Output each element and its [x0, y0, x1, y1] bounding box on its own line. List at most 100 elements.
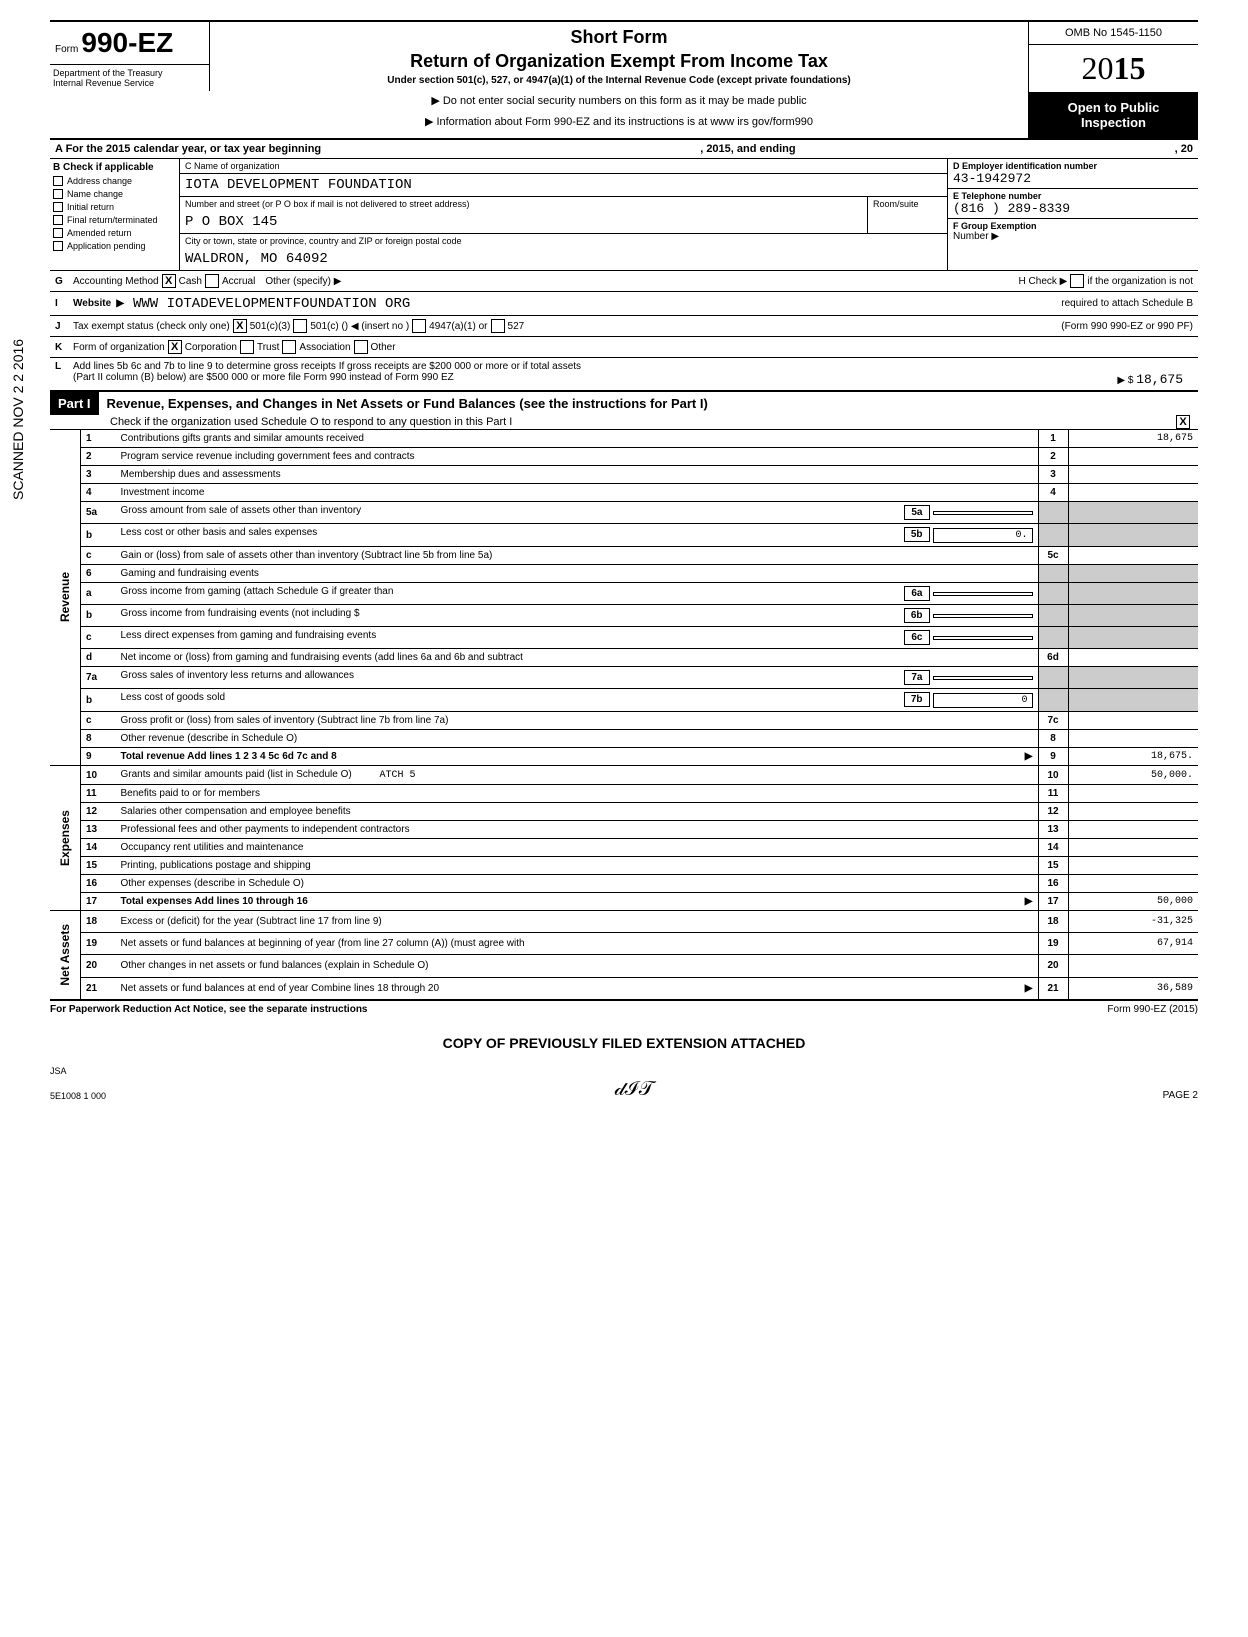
checkbox-initial[interactable]	[53, 202, 63, 212]
line-description: Printing, publications postage and shipp…	[116, 857, 1039, 875]
501c3-checkbox[interactable]: X	[233, 319, 247, 333]
line-description: Gross sales of inventory less returns an…	[116, 667, 1039, 689]
table-row: Net Assets18Excess or (deficit) for the …	[50, 911, 1198, 933]
part1-header-row: Part I Revenue, Expenses, and Changes in…	[50, 390, 1198, 415]
h-text2: required to attach Schedule B	[1061, 298, 1193, 309]
line-description: Occupancy rent utilities and maintenance	[116, 839, 1039, 857]
part1-subtitle: Check if the organization used Schedule …	[110, 416, 512, 428]
line-description: Investment income	[116, 484, 1039, 502]
line-amount	[1068, 689, 1198, 712]
line-amount	[1068, 605, 1198, 627]
line-number: 4	[81, 484, 116, 502]
h-checkbox[interactable]	[1070, 274, 1084, 288]
table-row: cLess direct expenses from gaming and fu…	[50, 627, 1198, 649]
line-number: 8	[81, 730, 116, 748]
line-col-number: 11	[1038, 785, 1068, 803]
row-l-amount: 18,675	[1136, 372, 1193, 387]
checkbox-amended[interactable]	[53, 228, 63, 238]
line-description: Other revenue (describe in Schedule O)	[116, 730, 1039, 748]
line-col-number	[1038, 565, 1068, 583]
section-e-label: E Telephone number	[953, 191, 1193, 201]
row-l-arrow: ▶ $	[1117, 375, 1133, 386]
main-title: Return of Organization Exempt From Incom…	[220, 51, 1018, 72]
line-col-number	[1038, 689, 1068, 712]
short-form-label: Short Form	[220, 27, 1018, 48]
assoc-checkbox[interactable]	[282, 340, 296, 354]
line-col-number	[1038, 627, 1068, 649]
line-col-number: 14	[1038, 839, 1068, 857]
checkbox-pending[interactable]	[53, 241, 63, 251]
table-row: 9Total revenue Add lines 1 2 3 4 5c 6d 7…	[50, 748, 1198, 766]
table-row: Revenue1Contributions gifts grants and s…	[50, 430, 1198, 448]
527-checkbox[interactable]	[491, 319, 505, 333]
line-amount: 18,675	[1068, 430, 1198, 448]
page-number: PAGE 2	[1163, 1090, 1198, 1101]
line-col-number: 6d	[1038, 649, 1068, 667]
cb-amended-label: Amended return	[67, 228, 132, 238]
part1-label: Part I	[50, 392, 99, 415]
open-public-1: Open to Public	[1033, 100, 1194, 115]
assoc-label: Association	[299, 342, 350, 353]
other-checkbox[interactable]	[354, 340, 368, 354]
line-amount	[1068, 839, 1198, 857]
line-col-number: 7c	[1038, 712, 1068, 730]
527-label: 527	[508, 321, 525, 332]
tax-exempt-label: Tax exempt status (check only one)	[73, 321, 230, 332]
table-row: cGain or (loss) from sale of assets othe…	[50, 547, 1198, 565]
line-col-number: 3	[1038, 466, 1068, 484]
row-i: I Website ▶ WWW IOTADEVELOPMENTFOUNDATIO…	[50, 291, 1198, 315]
501c-checkbox[interactable]	[293, 319, 307, 333]
address: P O BOX 145	[180, 211, 867, 233]
scanned-stamp: SCANNED NOV 2 2 2016	[10, 339, 26, 500]
line-number: 9	[81, 748, 116, 766]
line-col-number: 15	[1038, 857, 1068, 875]
cb-name-label: Name change	[67, 189, 123, 199]
corp-checkbox[interactable]: X	[168, 340, 182, 354]
table-row: 2Program service revenue including gover…	[50, 448, 1198, 466]
line-amount	[1068, 649, 1198, 667]
cash-label: Cash	[179, 276, 202, 287]
4947-checkbox[interactable]	[412, 319, 426, 333]
line-col-number: 21	[1038, 977, 1068, 999]
line-number: 20	[81, 955, 116, 977]
part1-checkbox[interactable]: X	[1176, 415, 1190, 429]
line-description: Less cost or other basis and sales expen…	[116, 524, 1039, 547]
line-number: b	[81, 605, 116, 627]
org-name: IOTA DEVELOPMENT FOUNDATION	[180, 174, 947, 196]
accrual-checkbox[interactable]	[205, 274, 219, 288]
line-amount	[1068, 875, 1198, 893]
trust-checkbox[interactable]	[240, 340, 254, 354]
checkbox-address[interactable]	[53, 176, 63, 186]
footer-right: Form 990-EZ (2015)	[1107, 1004, 1198, 1015]
501c-label-b: ) ◀ (insert no )	[345, 321, 409, 332]
signature: 𝒹ℐ𝒯	[615, 1078, 654, 1101]
line-description: Salaries other compensation and employee…	[116, 803, 1039, 821]
dept-treasury: Department of the Treasury	[53, 68, 206, 78]
line-description: Professional fees and other payments to …	[116, 821, 1039, 839]
line-description: Gain or (loss) from sale of assets other…	[116, 547, 1039, 565]
line-amount	[1068, 565, 1198, 583]
line-amount	[1068, 484, 1198, 502]
checkbox-name[interactable]	[53, 189, 63, 199]
line-description: Gross income from gaming (attach Schedul…	[116, 583, 1039, 605]
line-col-number: 19	[1038, 933, 1068, 955]
cb-final-label: Final return/terminated	[67, 215, 158, 225]
line-amount	[1068, 627, 1198, 649]
h-text1: if the organization is not	[1087, 276, 1193, 287]
row-l: L Add lines 5b 6c and 7b to line 9 to de…	[50, 357, 1198, 390]
website-label: Website	[73, 298, 111, 309]
line-col-number: 9	[1038, 748, 1068, 766]
form-org-label: Form of organization	[73, 342, 165, 353]
line-number: 14	[81, 839, 116, 857]
line-number: 21	[81, 977, 116, 999]
letter-l: L	[55, 361, 73, 372]
line-amount	[1068, 785, 1198, 803]
line-description: Gross profit or (loss) from sales of inv…	[116, 712, 1039, 730]
cash-checkbox[interactable]: X	[162, 274, 176, 288]
line-amount	[1068, 730, 1198, 748]
line-col-number: 8	[1038, 730, 1068, 748]
line-col-number	[1038, 583, 1068, 605]
checkbox-final[interactable]	[53, 215, 63, 225]
website-value: ▶ WWW IOTADEVELOPMENTFOUNDATION ORG	[111, 295, 415, 312]
cb-pending-label: Application pending	[67, 241, 146, 251]
